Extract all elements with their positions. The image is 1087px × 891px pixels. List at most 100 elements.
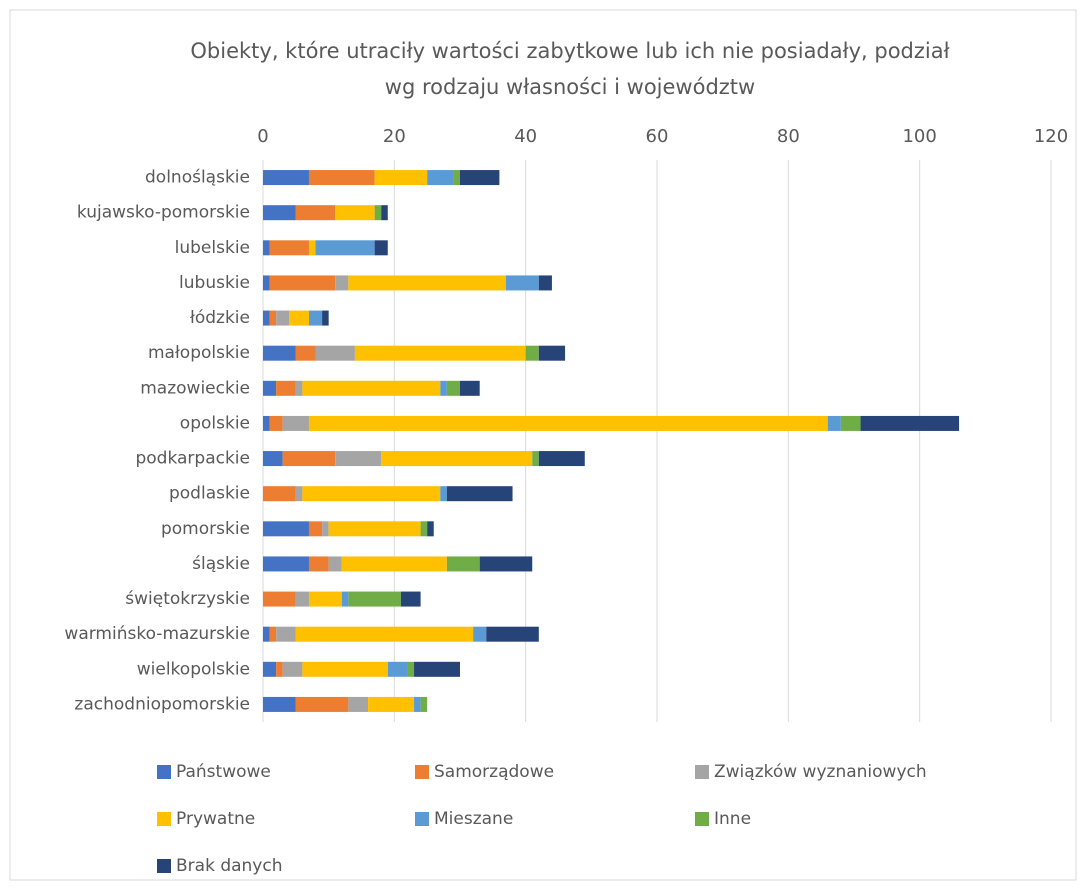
bar-segment xyxy=(427,170,454,186)
bar-segment xyxy=(341,591,349,607)
legend-swatch xyxy=(415,812,429,826)
bar-segment xyxy=(374,205,382,221)
y-tick-label: łódzkie xyxy=(190,308,250,328)
bar-segment xyxy=(263,170,309,186)
bar-segment xyxy=(276,310,290,326)
bar-segment xyxy=(263,591,296,607)
bar-segment xyxy=(276,661,283,677)
bar-segment xyxy=(446,486,513,502)
bar-segment xyxy=(420,521,428,537)
bar-segment xyxy=(407,661,415,677)
legend-swatch xyxy=(157,765,171,779)
bar-segment xyxy=(505,275,539,291)
legend-swatch xyxy=(415,765,429,779)
bar-segment xyxy=(440,486,447,502)
bar-segment xyxy=(486,626,539,642)
bar-segment xyxy=(295,345,316,361)
bar-segment xyxy=(420,696,428,712)
bar-segment xyxy=(263,486,296,502)
bar-segment xyxy=(289,310,309,326)
x-tick-label: 80 xyxy=(777,126,800,147)
bar-segment xyxy=(460,170,500,186)
chart-title: Obiekty, które utraciły wartości zabytko… xyxy=(190,39,949,63)
bar-segment xyxy=(381,451,533,467)
bar-segment xyxy=(315,345,355,361)
chart-title: wg rodzaju własności i województw xyxy=(385,75,755,99)
chart-border xyxy=(9,9,1077,881)
bar-segment xyxy=(308,521,323,537)
bar-segment xyxy=(322,310,329,326)
bar-segment xyxy=(532,451,539,467)
bar-segment xyxy=(308,591,342,607)
bar-segment xyxy=(348,591,401,607)
bar-segment xyxy=(263,310,270,326)
legend-label: Państwowe xyxy=(176,762,271,782)
bar-segment xyxy=(538,451,585,467)
bar-segment xyxy=(460,380,480,396)
bar-segment xyxy=(414,661,460,677)
bar-segment xyxy=(446,380,460,396)
x-tick-label: 100 xyxy=(902,126,936,147)
legend-swatch xyxy=(695,765,709,779)
bar-segment xyxy=(263,380,277,396)
x-tick-label: 0 xyxy=(257,126,268,147)
bar-segment xyxy=(414,696,421,712)
y-tick-label: mazowieckie xyxy=(140,378,250,398)
bar-segment xyxy=(328,556,342,572)
bar-segment xyxy=(295,205,336,221)
bar-segment xyxy=(263,451,283,467)
bar-segment xyxy=(263,275,270,291)
bar-segment xyxy=(308,310,323,326)
legend-swatch xyxy=(157,859,171,873)
bar-segment xyxy=(308,556,329,572)
bar-segment xyxy=(427,521,434,537)
bar-segment xyxy=(302,661,388,677)
bar-segment xyxy=(269,275,336,291)
bar-segment xyxy=(374,170,428,186)
y-tick-label: lubuskie xyxy=(179,273,250,293)
bar-segment xyxy=(263,696,296,712)
legend-label: Inne xyxy=(714,809,751,829)
y-tick-label: pomorskie xyxy=(161,519,250,539)
bar-segment xyxy=(263,345,296,361)
bar-segment xyxy=(335,205,375,221)
bar-segment xyxy=(308,240,316,256)
bar-segment xyxy=(263,626,270,642)
bar-segment xyxy=(335,451,382,467)
bar-segment xyxy=(263,521,309,537)
y-tick-label: wielkopolskie xyxy=(137,659,250,679)
bar-segment xyxy=(348,696,369,712)
legend-swatch xyxy=(695,812,709,826)
bar-segment xyxy=(446,556,480,572)
bar-segment xyxy=(400,591,421,607)
bar-segment xyxy=(263,205,296,221)
bar-segment xyxy=(276,626,296,642)
legend-swatch xyxy=(157,812,171,826)
y-tick-label: podlaskie xyxy=(169,484,250,504)
y-tick-label: warmińsko-mazurskie xyxy=(64,624,250,644)
y-tick-label: podkarpackie xyxy=(135,449,250,469)
bar-segment xyxy=(269,626,277,642)
bar-segment xyxy=(354,345,526,361)
bar-segment xyxy=(263,661,277,677)
bar-segment xyxy=(263,240,270,256)
bar-segment xyxy=(827,415,841,431)
bar-segment xyxy=(348,275,506,291)
bar-segment xyxy=(328,521,421,537)
bar-segment xyxy=(860,415,960,431)
bar-segment xyxy=(295,380,303,396)
bar-segment xyxy=(269,240,309,256)
bar-segment xyxy=(315,240,375,256)
legend-label: Prywatne xyxy=(176,809,255,829)
bar-segment xyxy=(840,415,861,431)
bar-segment xyxy=(263,556,309,572)
bar-segment xyxy=(269,310,277,326)
bar-segment xyxy=(269,415,283,431)
bar-segment xyxy=(308,415,828,431)
bar-segment xyxy=(295,591,309,607)
bar-segment xyxy=(322,521,329,537)
x-tick-label: 120 xyxy=(1034,126,1068,147)
y-tick-label: kujawsko-pomorskie xyxy=(77,203,250,223)
y-tick-label: opolskie xyxy=(180,413,250,433)
